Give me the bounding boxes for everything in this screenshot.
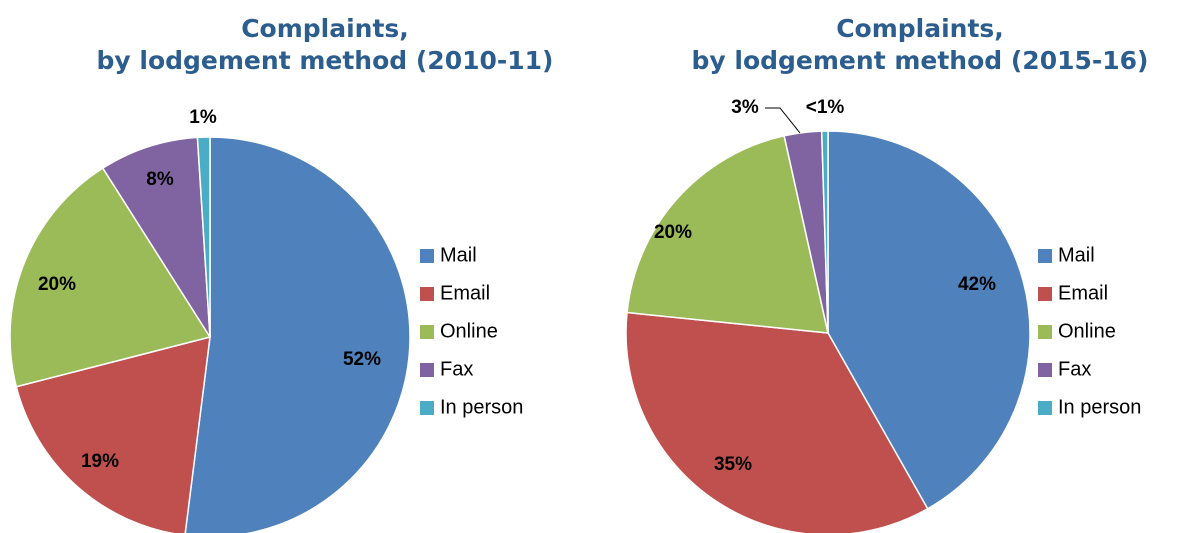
legend-swatch xyxy=(420,287,434,301)
title-line: Complaints, xyxy=(836,14,1004,43)
legend-label: In person xyxy=(1058,396,1141,418)
pie-slice xyxy=(626,134,829,334)
data-label: 35% xyxy=(714,454,752,475)
pie-slice xyxy=(184,136,411,533)
data-label: 19% xyxy=(81,451,119,472)
pie-slice xyxy=(15,335,211,533)
legend-label: Email xyxy=(1058,282,1108,304)
chart-title: Complaints, by lodgement method (2015-16) xyxy=(692,14,1149,75)
title-line: by lodgement method (2015-16) xyxy=(692,46,1149,75)
data-label: 42% xyxy=(958,274,996,295)
pie-slice xyxy=(196,136,211,338)
data-label: 1% xyxy=(189,107,217,128)
legend-swatch xyxy=(1038,287,1052,301)
legend-label: Fax xyxy=(1058,358,1091,380)
pie-slice xyxy=(827,130,1031,510)
legend-swatch xyxy=(420,325,434,339)
title-line: by lodgement method (2010-11) xyxy=(97,46,554,75)
legend-label: Email xyxy=(440,282,490,304)
data-label: <1% xyxy=(806,97,845,118)
legend-label: Mail xyxy=(1058,244,1095,266)
legend-swatch xyxy=(1038,325,1052,339)
pie-slice xyxy=(101,136,211,338)
legend-label: Fax xyxy=(440,358,473,380)
data-label: 20% xyxy=(38,274,76,295)
legend-label: Online xyxy=(440,320,498,342)
legend-swatch xyxy=(1038,249,1052,263)
title-line: Complaints, xyxy=(241,14,409,43)
legend-swatch xyxy=(1038,401,1052,415)
legend-swatch xyxy=(1038,363,1052,377)
legend-label: Mail xyxy=(440,244,477,266)
data-label: 52% xyxy=(343,349,381,370)
legend-swatch xyxy=(420,401,434,415)
legend-label: Online xyxy=(1058,320,1116,342)
data-label: 20% xyxy=(654,222,692,243)
pie-slice xyxy=(820,130,829,334)
legend-label: In person xyxy=(440,396,523,418)
pie-slice xyxy=(625,311,929,533)
leader-line xyxy=(765,107,801,134)
legend-swatch xyxy=(420,363,434,377)
legend-swatch xyxy=(420,249,434,263)
pie-slice xyxy=(9,167,212,388)
data-label: 3% xyxy=(731,97,759,118)
chart-title: Complaints, by lodgement method (2010-11) xyxy=(97,14,554,75)
data-label: 8% xyxy=(146,169,174,190)
